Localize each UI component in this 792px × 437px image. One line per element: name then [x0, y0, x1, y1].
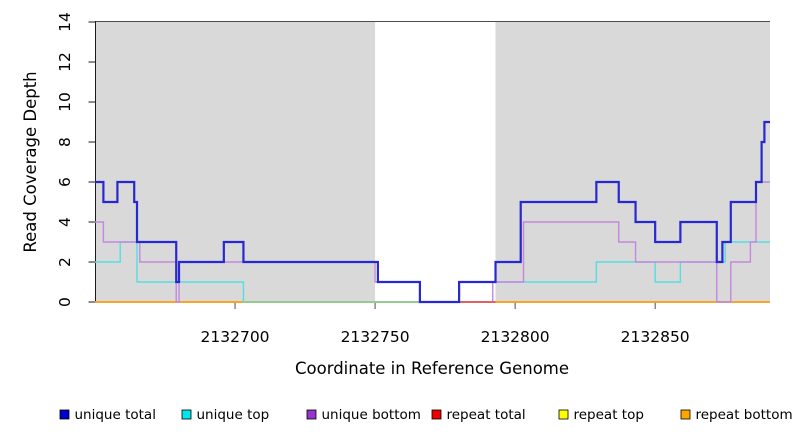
x-axis-tick-label: 2132800	[481, 328, 550, 346]
legend-item-repeat-top: repeat top	[559, 407, 644, 423]
y-axis-tick-label: 12	[56, 52, 74, 72]
legend-label: repeat total	[447, 407, 526, 423]
y-axis-tick-label: 8	[56, 137, 74, 147]
legend-swatch-unique-total	[60, 410, 69, 419]
y-axis-tick-label: 0	[56, 297, 74, 307]
y-axis-title: Read Coverage Depth	[21, 71, 40, 252]
legend-label: repeat bottom	[696, 407, 792, 423]
legend-item-repeat-total: repeat total	[432, 407, 526, 423]
x-axis-tick-label: 2132850	[621, 328, 690, 346]
y-axis-tick-label: 6	[56, 177, 74, 187]
repeat-region-band	[496, 22, 770, 302]
y-axis-tick-label: 2	[56, 257, 74, 267]
legend-label: repeat top	[574, 407, 644, 423]
legend-label: unique total	[75, 407, 156, 423]
y-axis-tick-label: 4	[56, 217, 74, 227]
legend-label: unique top	[197, 407, 270, 423]
legend-item-unique-total: unique total	[60, 407, 156, 423]
legend-swatch-unique-bottom	[307, 410, 316, 419]
legend-label: unique bottom	[322, 407, 421, 423]
legend-item-unique-bottom: unique bottom	[307, 407, 421, 423]
legend-item-unique-top: unique top	[182, 407, 269, 423]
legend: unique total unique top unique bottom repea…	[60, 407, 792, 423]
legend-item-repeat-bottom: repeat bottom	[681, 407, 792, 423]
x-axis-tick-label: 2132750	[341, 328, 410, 346]
plot-area: 0 2 4 6 8 10 12 14 2132700 2132750 2132800 2132850	[56, 12, 770, 346]
legend-swatch-repeat-total	[432, 410, 441, 419]
legend-swatch-repeat-top	[559, 410, 568, 419]
x-axis-tick-label: 2132700	[201, 328, 270, 346]
y-axis-tick-label: 14	[56, 12, 74, 32]
legend-swatch-unique-top	[182, 410, 191, 419]
y-axis-tick-label: 10	[56, 92, 74, 112]
x-axis-title: Coordinate in Reference Genome	[295, 359, 569, 378]
legend-swatch-repeat-bottom	[681, 410, 690, 419]
